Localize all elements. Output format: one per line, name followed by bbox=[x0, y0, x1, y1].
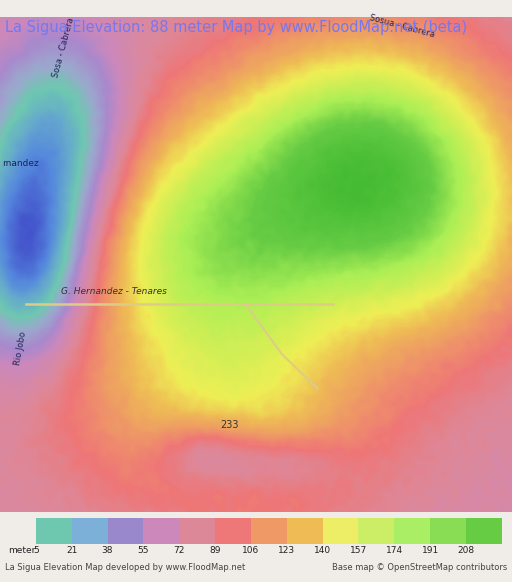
Text: Rio Jobo: Rio Jobo bbox=[13, 331, 28, 365]
Bar bbox=[394, 518, 430, 544]
Bar bbox=[358, 518, 394, 544]
Bar bbox=[108, 518, 143, 544]
Text: meter: meter bbox=[8, 546, 35, 555]
Text: 140: 140 bbox=[314, 546, 331, 555]
Bar bbox=[287, 518, 323, 544]
Text: 55: 55 bbox=[138, 546, 149, 555]
Text: 157: 157 bbox=[350, 546, 367, 555]
Text: Sosa - Cabrera: Sosa - Cabrera bbox=[51, 17, 76, 79]
Text: 208: 208 bbox=[457, 546, 475, 555]
Bar bbox=[251, 518, 287, 544]
Text: Sosua - Cabrera: Sosua - Cabrera bbox=[369, 13, 436, 39]
Text: Base map © OpenStreetMap contributors: Base map © OpenStreetMap contributors bbox=[332, 563, 507, 572]
Bar bbox=[215, 518, 251, 544]
Bar bbox=[466, 518, 502, 544]
Text: 233: 233 bbox=[220, 420, 239, 430]
Text: 5: 5 bbox=[33, 546, 39, 555]
Text: 21: 21 bbox=[66, 546, 77, 555]
Bar bbox=[36, 518, 72, 544]
Text: 72: 72 bbox=[174, 546, 185, 555]
Text: 191: 191 bbox=[421, 546, 439, 555]
Text: 106: 106 bbox=[242, 546, 260, 555]
Text: rnandez: rnandez bbox=[3, 159, 39, 168]
Text: La Sigua Elevation: 88 meter Map by www.FloodMap.net (beta): La Sigua Elevation: 88 meter Map by www.… bbox=[5, 20, 467, 36]
Text: 38: 38 bbox=[102, 546, 113, 555]
Bar bbox=[72, 518, 108, 544]
Bar bbox=[323, 518, 358, 544]
Text: La Sigua Elevation Map developed by www.FloodMap.net: La Sigua Elevation Map developed by www.… bbox=[5, 563, 245, 572]
Text: G. Hernandez - Tenares: G. Hernandez - Tenares bbox=[61, 288, 167, 296]
Bar bbox=[179, 518, 215, 544]
Bar bbox=[143, 518, 179, 544]
Bar bbox=[430, 518, 466, 544]
Text: 123: 123 bbox=[278, 546, 295, 555]
Text: 174: 174 bbox=[386, 546, 403, 555]
Text: 89: 89 bbox=[209, 546, 221, 555]
